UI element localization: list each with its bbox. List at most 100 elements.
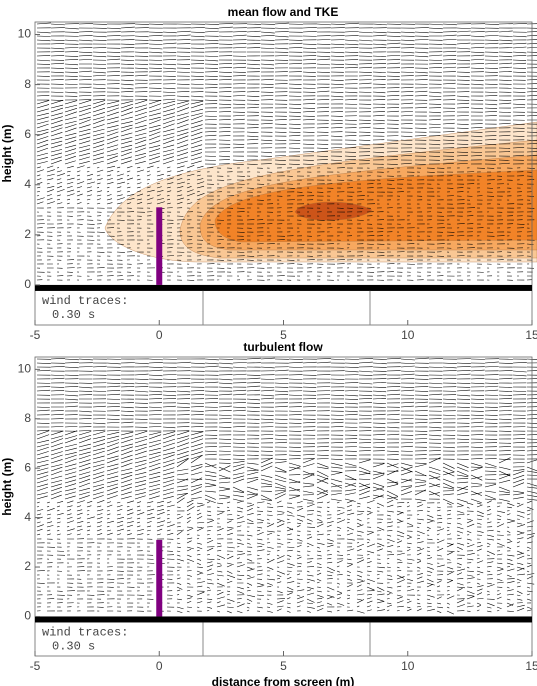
trace: [65, 468, 76, 471]
trace: [219, 119, 231, 120]
trace: [205, 402, 218, 403]
trace: [261, 95, 273, 96]
trace: [331, 44, 344, 45]
trace: [457, 518, 461, 519]
trace: [387, 59, 400, 60]
trace: [79, 31, 93, 32]
trace: [93, 137, 104, 140]
trace: [51, 480, 62, 483]
trace: [317, 463, 329, 467]
trace: [457, 28, 471, 29]
trace: [507, 521, 515, 523]
trace: [51, 128, 62, 132]
trace: [149, 435, 161, 439]
trace: [373, 403, 386, 404]
trace: [367, 566, 370, 567]
trace: [359, 32, 373, 33]
trace: [121, 91, 133, 92]
trace: [79, 76, 92, 77]
trace: [257, 543, 264, 545]
trace: [477, 561, 483, 563]
trace: [317, 446, 329, 447]
trace: [233, 160, 244, 161]
trace: [471, 84, 484, 85]
trace: [297, 519, 303, 521]
trace: [177, 473, 188, 475]
trace: [457, 96, 469, 97]
trace: [107, 526, 109, 527]
trace: [247, 472, 258, 475]
trace: [79, 411, 92, 412]
trace: [51, 495, 62, 499]
trace: [149, 480, 160, 483]
trace: [499, 458, 511, 463]
trace: [487, 562, 493, 563]
trace: [121, 386, 134, 387]
trace: [297, 566, 301, 567]
trace: [359, 422, 371, 423]
trace: [345, 499, 356, 502]
trace: [233, 390, 246, 391]
trace: [427, 530, 429, 531]
trace: [317, 555, 322, 556]
trace: [303, 486, 314, 487]
trace: [177, 431, 189, 435]
trace: [37, 124, 49, 128]
trace: [51, 51, 64, 52]
trace: [107, 403, 120, 404]
trace: [107, 510, 110, 511]
trace: [219, 131, 230, 132]
trace: [107, 480, 118, 483]
trace: [135, 100, 147, 104]
trace: [177, 31, 191, 32]
trace: [177, 451, 189, 455]
trace: [499, 494, 510, 495]
trace: [127, 513, 133, 515]
trace: [257, 539, 262, 540]
trace: [417, 510, 423, 511]
trace: [65, 435, 77, 439]
trace: [499, 391, 512, 392]
trace: [303, 362, 317, 363]
trace: [373, 387, 386, 388]
trace: [485, 72, 498, 73]
trace: [373, 488, 384, 491]
trace: [359, 123, 371, 124]
trace: [205, 485, 216, 487]
trace: [267, 547, 274, 549]
trace: [443, 494, 454, 495]
trace: [163, 160, 174, 164]
trace: [79, 492, 90, 495]
trace: [471, 31, 485, 32]
trace: [149, 141, 160, 144]
trace: [471, 80, 484, 81]
trace: [37, 202, 43, 204]
trace: [77, 171, 80, 172]
trace: [471, 415, 484, 416]
trace: [457, 551, 459, 552]
trace: [331, 422, 343, 423]
trace: [429, 92, 441, 93]
trace: [79, 59, 92, 60]
trace: [507, 531, 510, 533]
trace: [191, 487, 202, 491]
trace: [345, 120, 357, 121]
trace: [257, 555, 259, 556]
trace: [297, 525, 300, 527]
trace: [317, 422, 329, 423]
trace: [191, 48, 204, 49]
trace: [499, 40, 513, 41]
trace: [187, 538, 192, 539]
trace: [257, 507, 259, 508]
trace: [167, 171, 171, 172]
trace: [373, 24, 387, 25]
trace: [317, 479, 328, 483]
trace: [447, 523, 451, 524]
trace: [149, 432, 161, 435]
trace: [177, 161, 188, 164]
trace: [107, 491, 118, 495]
trace: [147, 517, 155, 519]
trace: [93, 153, 104, 156]
trace: [135, 419, 148, 420]
trace: [303, 111, 315, 112]
